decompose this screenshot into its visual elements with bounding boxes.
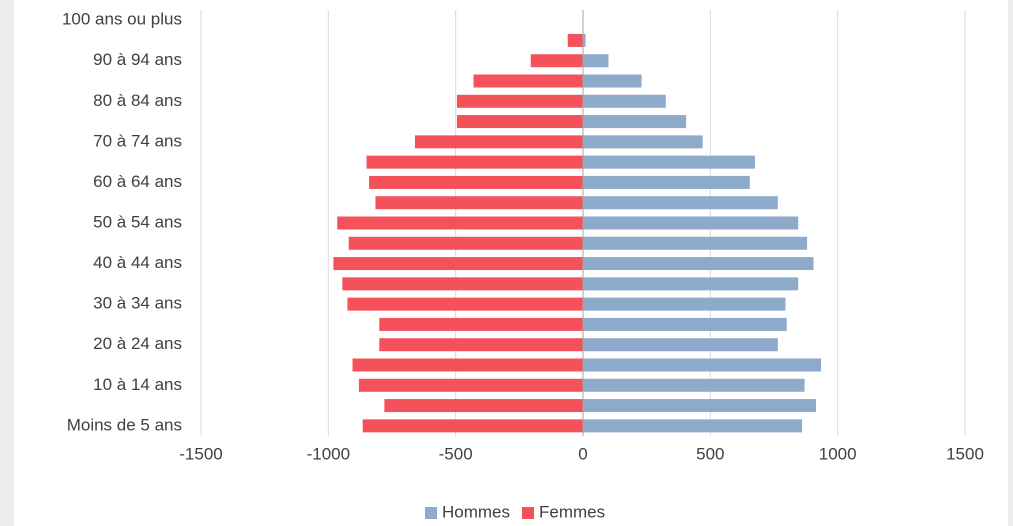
x-tick-label: 0: [578, 444, 587, 463]
bar: [583, 155, 755, 169]
legend-label: Hommes: [442, 502, 510, 521]
bar: [583, 33, 586, 47]
bar: [375, 196, 583, 210]
bar: [362, 419, 583, 433]
bar: [337, 216, 583, 230]
bar: [366, 155, 583, 169]
y-tick-label: 30 à 34 ans: [93, 294, 182, 313]
bar: [583, 94, 666, 108]
bar: [473, 74, 583, 88]
bar: [384, 399, 583, 413]
y-tick-label: 20 à 24 ans: [93, 334, 182, 353]
bar: [583, 338, 778, 352]
bar: [583, 135, 703, 149]
bar: [583, 419, 803, 433]
bar: [414, 135, 583, 149]
bar: [530, 54, 583, 68]
bar: [567, 33, 583, 47]
bar: [583, 115, 687, 129]
x-tick-label: 1500: [946, 444, 984, 463]
bar: [352, 358, 583, 372]
bar: [583, 236, 808, 250]
bar: [333, 257, 583, 271]
y-tick-label: 10 à 14 ans: [93, 375, 182, 394]
legend-swatch: [425, 507, 437, 519]
y-tick-label: Moins de 5 ans: [67, 415, 182, 434]
bar: [456, 94, 583, 108]
y-tick-label: 50 à 54 ans: [93, 212, 182, 231]
bar: [583, 54, 609, 68]
y-tick-label: 80 à 84 ans: [93, 91, 182, 110]
bar: [583, 257, 814, 271]
x-tick-label: -1500: [179, 444, 222, 463]
x-tick-label: 500: [696, 444, 724, 463]
bar: [379, 317, 583, 331]
y-tick-label: 90 à 94 ans: [93, 50, 182, 69]
legend-label: Femmes: [539, 502, 605, 521]
y-tick-label: 70 à 74 ans: [93, 131, 182, 150]
x-tick-label: -500: [439, 444, 473, 463]
bar: [369, 175, 583, 189]
y-tick-label: 60 à 64 ans: [93, 172, 182, 191]
bar: [583, 74, 642, 88]
y-tick-label: 40 à 44 ans: [93, 253, 182, 272]
bar: [583, 175, 750, 189]
bar: [583, 358, 822, 372]
bar: [379, 338, 583, 352]
bar: [583, 378, 805, 392]
legend-swatch: [522, 507, 535, 519]
x-tick-label: -1000: [307, 444, 350, 463]
frame-right: [1008, 0, 1013, 526]
bar: [456, 115, 583, 129]
frame-left: [0, 0, 14, 526]
bar: [342, 277, 583, 291]
bar: [358, 378, 583, 392]
bar: [348, 236, 583, 250]
x-tick-label: 1000: [819, 444, 857, 463]
y-tick-label: 100 ans ou plus: [62, 10, 182, 29]
bar: [583, 277, 799, 291]
bar: [583, 216, 799, 230]
bar: [347, 297, 583, 311]
bar: [583, 317, 787, 331]
bar: [583, 399, 817, 413]
bar: [583, 196, 778, 210]
bar: [583, 297, 786, 311]
